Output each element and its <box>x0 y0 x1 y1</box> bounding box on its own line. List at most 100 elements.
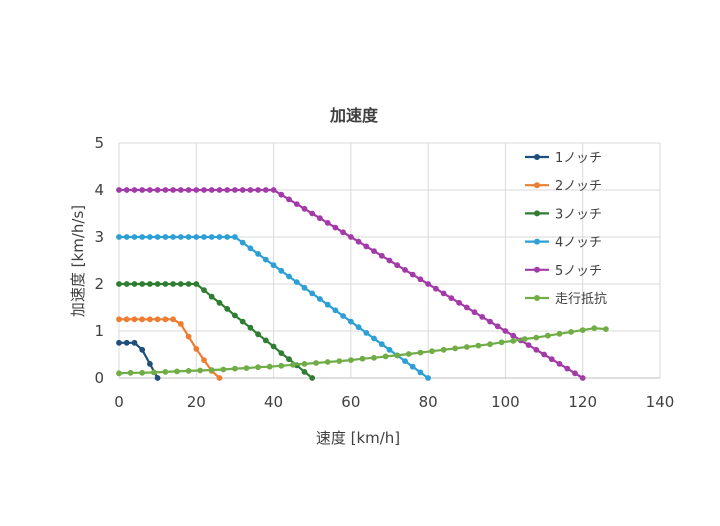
x-ticks: 0 20 40 60 80 100 120 140 <box>114 393 674 411</box>
data-point <box>262 187 269 193</box>
data-point <box>355 324 362 331</box>
data-point <box>177 321 184 327</box>
x-tick-label: 20 <box>187 393 206 411</box>
data-point <box>433 285 439 292</box>
data-point <box>154 187 161 193</box>
data-point <box>487 341 493 348</box>
data-point <box>239 318 246 325</box>
data-point <box>243 365 250 371</box>
data-point <box>123 339 130 346</box>
data-point <box>170 234 177 240</box>
data-point <box>177 281 184 287</box>
data-point <box>131 339 138 346</box>
data-point <box>208 234 215 240</box>
data-point <box>502 328 509 334</box>
data-point <box>340 313 346 319</box>
data-point <box>479 314 486 320</box>
data-point <box>317 215 323 222</box>
data-point <box>301 284 308 291</box>
data-point <box>154 281 161 287</box>
data-point <box>417 349 424 356</box>
data-point <box>603 326 609 332</box>
data-point <box>266 363 273 370</box>
y-tick-label: 4 <box>94 181 104 199</box>
data-point <box>239 187 246 193</box>
data-point <box>216 299 223 306</box>
data-point <box>533 334 540 341</box>
data-point <box>255 251 261 257</box>
data-point <box>123 281 130 287</box>
series-2 <box>116 316 223 381</box>
data-point <box>286 273 292 280</box>
data-point <box>232 234 238 240</box>
data-point <box>224 306 231 312</box>
data-point <box>162 316 169 323</box>
data-point <box>247 324 254 331</box>
legend-swatch-marker <box>534 210 540 217</box>
y-ticks: 0 1 2 3 4 5 <box>94 134 104 387</box>
data-point <box>348 357 354 363</box>
data-point <box>123 234 130 240</box>
data-point <box>278 350 285 356</box>
series-3 <box>116 281 316 381</box>
data-point <box>324 359 331 365</box>
data-point <box>591 325 598 332</box>
data-point <box>579 375 586 381</box>
legend-item: 2ノッチ <box>525 179 602 194</box>
data-point <box>139 234 146 240</box>
data-point <box>301 361 308 367</box>
legend-swatch-marker <box>534 182 540 189</box>
data-point <box>386 346 393 353</box>
data-point <box>193 187 200 193</box>
data-point <box>386 257 393 264</box>
data-point <box>170 187 177 193</box>
legend-item: 4ノッチ <box>525 236 602 251</box>
data-point <box>394 352 401 359</box>
data-point <box>270 343 277 350</box>
x-tick-label: 60 <box>341 393 360 411</box>
data-point <box>147 234 153 240</box>
series-1 <box>116 339 161 381</box>
data-point <box>363 243 370 250</box>
legend-swatch-marker <box>534 266 540 273</box>
data-point <box>255 364 261 371</box>
data-point <box>440 290 447 297</box>
data-point <box>278 362 285 369</box>
data-point <box>471 309 478 316</box>
data-point <box>541 351 547 358</box>
data-point <box>510 338 517 344</box>
data-point <box>208 187 215 193</box>
data-point <box>371 335 377 342</box>
data-point <box>425 281 431 287</box>
data-point <box>174 368 180 375</box>
data-point <box>324 301 331 308</box>
data-point <box>548 356 555 363</box>
data-point <box>313 360 319 366</box>
data-point <box>127 369 134 376</box>
data-point <box>448 295 455 301</box>
x-tick-label: 0 <box>114 393 124 411</box>
data-point <box>147 281 153 287</box>
data-point <box>405 351 412 357</box>
data-point <box>456 299 462 306</box>
y-tick-label: 0 <box>94 369 104 387</box>
chart-title: 加速度 <box>329 106 379 125</box>
data-point <box>371 248 377 255</box>
data-point <box>309 375 316 381</box>
data-point <box>147 361 153 367</box>
data-point <box>336 358 343 364</box>
y-tick-label: 2 <box>94 275 104 293</box>
data-point <box>139 346 146 353</box>
data-point <box>324 220 331 226</box>
data-point <box>247 245 254 252</box>
data-point <box>116 370 122 377</box>
data-point <box>131 316 138 323</box>
y-tick-label: 3 <box>94 228 104 246</box>
data-point <box>556 361 563 367</box>
data-point <box>417 369 424 376</box>
x-axis-title: 速度 [km/h] <box>316 429 400 447</box>
data-point <box>332 307 339 314</box>
data-point <box>568 329 574 335</box>
